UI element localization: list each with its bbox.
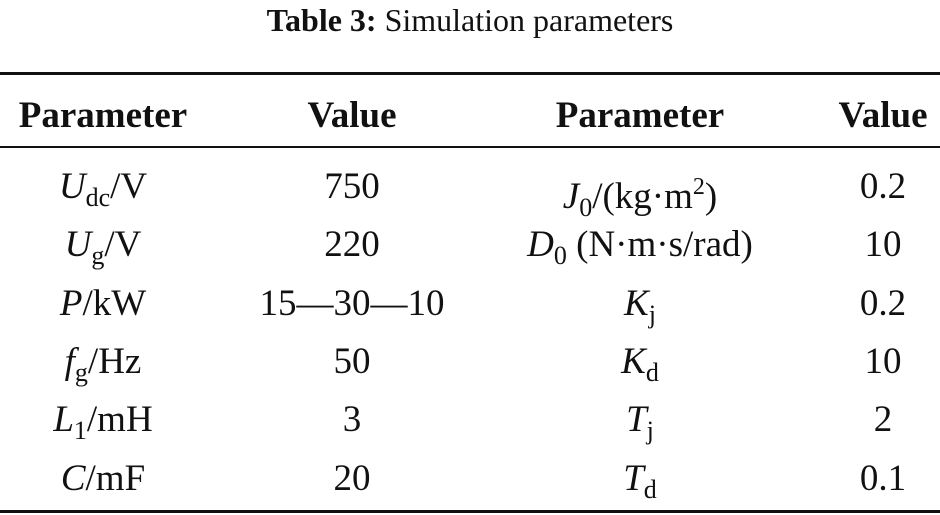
parameter-part: g — [74, 357, 88, 387]
caption-text: Simulation parameters — [384, 2, 674, 38]
parameter-cell: D0 (N·m·s/rad) — [490, 223, 790, 278]
value-cell: 2 — [873, 399, 893, 441]
parameter-cell: C/mF — [0, 457, 253, 501]
caption-label: Table 3: — [266, 2, 377, 38]
value-cell: 10 — [864, 340, 902, 382]
parameter-part: d — [643, 474, 657, 504]
parameter-part: D — [527, 224, 554, 266]
parameter-part: dc — [85, 183, 111, 212]
parameter-part: /mH — [86, 399, 153, 441]
value-cell: 50 — [333, 340, 371, 382]
parameter-part: ) — [704, 176, 718, 217]
table-caption: Table 3: Simulation parameters — [0, 0, 940, 40]
top-rule — [0, 72, 940, 75]
value-cell: 3 — [342, 399, 362, 441]
header-rule — [0, 146, 940, 148]
parameter-part: 1 — [73, 416, 87, 446]
parameter-part: 0 — [553, 241, 567, 271]
header-cell: Parameter — [18, 95, 188, 136]
header-cell: Value — [307, 95, 397, 136]
parameter-part: P — [59, 282, 83, 324]
parameter-cell: Tj — [490, 398, 790, 453]
parameter-part: K — [624, 282, 649, 324]
parameter-cell: Ug/V — [0, 223, 253, 278]
parameter-part: /V — [110, 166, 148, 207]
parameter-part: f — [64, 340, 75, 382]
parameter-part: T — [623, 457, 644, 499]
parameter-part: d — [645, 357, 659, 387]
value-cell: 15—30—10 — [259, 282, 445, 324]
header-cell: Value — [838, 95, 928, 136]
value-cell: 220 — [324, 224, 380, 266]
parameter-cell: Udc/V — [0, 165, 253, 220]
parameter-cell: L1/mH — [0, 398, 253, 453]
parameter-cell: J0/(kg·m2) — [490, 165, 790, 230]
value-cell: 750 — [324, 166, 380, 207]
parameter-part: (N·m·s/rad) — [566, 224, 753, 266]
parameter-part: /mF — [85, 457, 146, 499]
value-cell: 20 — [333, 457, 371, 499]
parameter-cell: P/kW — [0, 282, 253, 326]
parameter-part: /kW — [82, 282, 147, 324]
header-cell: Parameter — [555, 95, 725, 136]
parameter-part: /Hz — [87, 340, 142, 382]
parameter-part: K — [621, 340, 646, 382]
parameter-cell: fg/Hz — [0, 340, 253, 395]
parameter-part: g — [91, 241, 105, 271]
value-cell: 0.1 — [859, 457, 907, 499]
parameter-cell: Kd — [490, 340, 790, 395]
parameter-part: C — [60, 457, 86, 499]
parameter-part: J — [562, 176, 580, 217]
value-cell: 0.2 — [859, 282, 907, 324]
parameter-part: L — [53, 399, 74, 441]
parameter-part: 0 — [579, 193, 593, 222]
parameter-part: U — [58, 166, 86, 207]
parameter-part: /V — [104, 224, 142, 266]
parameter-cell: Td — [490, 457, 790, 512]
value-cell: 0.2 — [859, 166, 907, 207]
parameter-part: 2 — [692, 174, 705, 200]
bottom-rule — [0, 510, 940, 513]
parameter-part: U — [64, 224, 92, 266]
parameter-cell: Kj — [490, 282, 790, 337]
parameter-part: /(kg·m — [592, 176, 693, 217]
parameter-part: j — [646, 416, 654, 446]
parameter-part: T — [626, 399, 647, 441]
value-cell: 10 — [864, 224, 902, 266]
parameter-part: j — [648, 299, 656, 329]
